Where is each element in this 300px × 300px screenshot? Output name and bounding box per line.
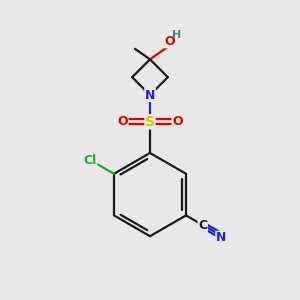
Text: O: O <box>117 115 128 128</box>
Text: O: O <box>164 35 175 48</box>
Text: O: O <box>172 115 183 128</box>
Text: S: S <box>145 115 155 129</box>
Text: C: C <box>198 218 207 232</box>
Text: H: H <box>172 30 181 40</box>
Text: N: N <box>216 231 226 244</box>
Text: Cl: Cl <box>84 154 97 167</box>
Text: N: N <box>145 88 155 101</box>
